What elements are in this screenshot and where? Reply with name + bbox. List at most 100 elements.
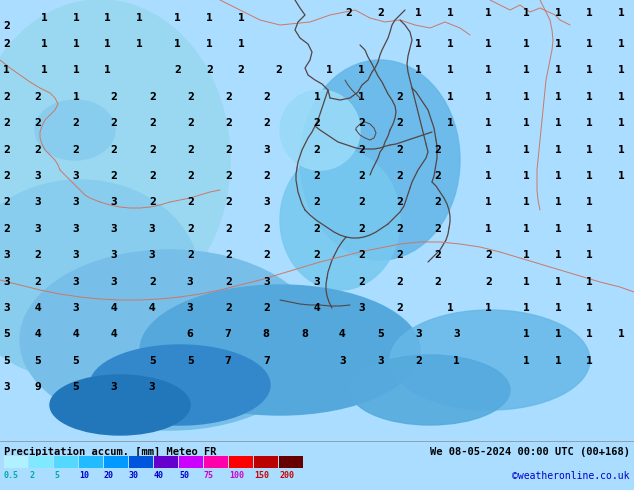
Text: 1: 1 bbox=[358, 92, 365, 102]
Text: 3: 3 bbox=[3, 276, 10, 287]
Text: 2: 2 bbox=[434, 197, 441, 207]
Text: 2: 2 bbox=[187, 118, 193, 128]
Text: ©weatheronline.co.uk: ©weatheronline.co.uk bbox=[512, 471, 630, 481]
Text: 1: 1 bbox=[314, 92, 320, 102]
Text: 2: 2 bbox=[263, 118, 269, 128]
Text: 1: 1 bbox=[415, 65, 422, 75]
Bar bbox=[229, 456, 253, 468]
Text: 2: 2 bbox=[35, 92, 41, 102]
Text: 2: 2 bbox=[396, 92, 403, 102]
Text: 1: 1 bbox=[523, 171, 529, 181]
Text: 1: 1 bbox=[523, 356, 529, 366]
Text: 1: 1 bbox=[555, 329, 561, 340]
Ellipse shape bbox=[140, 285, 420, 415]
Text: 0.5: 0.5 bbox=[4, 471, 19, 480]
Text: 75: 75 bbox=[204, 471, 214, 480]
Text: 5: 5 bbox=[35, 356, 41, 366]
Text: 1: 1 bbox=[105, 13, 111, 23]
Text: 2: 2 bbox=[3, 22, 10, 31]
Text: 3: 3 bbox=[453, 329, 460, 340]
Text: 40: 40 bbox=[154, 471, 164, 480]
Text: 2: 2 bbox=[225, 92, 231, 102]
Text: 2: 2 bbox=[111, 171, 117, 181]
Text: 2: 2 bbox=[225, 145, 231, 155]
Text: 2: 2 bbox=[206, 65, 212, 75]
Text: 1: 1 bbox=[523, 65, 529, 75]
Text: 3: 3 bbox=[111, 224, 117, 234]
Text: 1: 1 bbox=[555, 8, 561, 18]
Text: 3: 3 bbox=[35, 171, 41, 181]
Text: 2: 2 bbox=[3, 224, 10, 234]
Text: 3: 3 bbox=[263, 145, 269, 155]
Text: 2: 2 bbox=[263, 224, 269, 234]
Text: 2: 2 bbox=[225, 250, 231, 260]
Text: 1: 1 bbox=[238, 13, 244, 23]
Text: 1: 1 bbox=[586, 118, 593, 128]
Text: 1: 1 bbox=[41, 39, 48, 49]
Text: 1: 1 bbox=[586, 329, 593, 340]
Text: 4: 4 bbox=[314, 303, 320, 313]
Text: 1: 1 bbox=[555, 250, 561, 260]
Text: 2: 2 bbox=[434, 276, 441, 287]
Text: 2: 2 bbox=[396, 145, 403, 155]
Text: 2: 2 bbox=[314, 197, 320, 207]
Text: 2: 2 bbox=[396, 171, 403, 181]
Text: 1: 1 bbox=[105, 65, 111, 75]
Text: 7: 7 bbox=[225, 329, 231, 340]
Text: 1: 1 bbox=[618, 65, 624, 75]
Ellipse shape bbox=[280, 150, 400, 290]
Text: 4: 4 bbox=[149, 303, 155, 313]
Text: 1: 1 bbox=[485, 171, 491, 181]
Text: 1: 1 bbox=[3, 65, 10, 75]
Text: 2: 2 bbox=[73, 118, 79, 128]
Text: 2: 2 bbox=[225, 224, 231, 234]
Text: 50: 50 bbox=[179, 471, 189, 480]
Text: 2: 2 bbox=[187, 250, 193, 260]
Text: 3: 3 bbox=[73, 171, 79, 181]
Bar bbox=[79, 456, 103, 468]
Text: 7: 7 bbox=[225, 356, 231, 366]
Text: 2: 2 bbox=[225, 303, 231, 313]
Text: 2: 2 bbox=[314, 118, 320, 128]
Text: 2: 2 bbox=[263, 171, 269, 181]
Text: 7: 7 bbox=[263, 356, 269, 366]
Text: 1: 1 bbox=[523, 224, 529, 234]
Text: 5: 5 bbox=[73, 356, 79, 366]
Text: 2: 2 bbox=[149, 197, 155, 207]
Text: 5: 5 bbox=[149, 356, 155, 366]
Text: 3: 3 bbox=[111, 276, 117, 287]
Text: 2: 2 bbox=[3, 92, 10, 102]
Text: 2: 2 bbox=[3, 145, 10, 155]
Text: We 08-05-2024 00:00 UTC (00+168): We 08-05-2024 00:00 UTC (00+168) bbox=[430, 447, 630, 457]
Text: 1: 1 bbox=[586, 250, 593, 260]
Text: 2: 2 bbox=[225, 171, 231, 181]
Text: 2: 2 bbox=[346, 8, 352, 18]
Ellipse shape bbox=[50, 375, 190, 435]
Text: 5: 5 bbox=[3, 329, 10, 340]
Text: 2: 2 bbox=[3, 171, 10, 181]
Text: 2: 2 bbox=[314, 250, 320, 260]
Text: 1: 1 bbox=[485, 39, 491, 49]
Text: 1: 1 bbox=[73, 39, 79, 49]
Text: 2: 2 bbox=[485, 276, 491, 287]
Text: 1: 1 bbox=[523, 276, 529, 287]
Text: 2: 2 bbox=[396, 303, 403, 313]
Text: 2: 2 bbox=[358, 197, 365, 207]
Text: 3: 3 bbox=[187, 276, 193, 287]
Text: 1: 1 bbox=[586, 39, 593, 49]
Text: 1: 1 bbox=[618, 145, 624, 155]
Text: 1: 1 bbox=[586, 8, 593, 18]
Text: 3: 3 bbox=[149, 250, 155, 260]
Text: 1: 1 bbox=[41, 65, 48, 75]
Text: 1: 1 bbox=[618, 171, 624, 181]
Ellipse shape bbox=[300, 60, 460, 260]
Ellipse shape bbox=[35, 100, 115, 160]
Text: 1: 1 bbox=[485, 92, 491, 102]
Text: 2: 2 bbox=[358, 145, 365, 155]
Text: 1: 1 bbox=[586, 92, 593, 102]
Text: 3: 3 bbox=[377, 356, 384, 366]
Text: 2: 2 bbox=[396, 276, 403, 287]
Text: 100: 100 bbox=[229, 471, 244, 480]
Text: 1: 1 bbox=[447, 8, 453, 18]
Text: 1: 1 bbox=[555, 171, 561, 181]
